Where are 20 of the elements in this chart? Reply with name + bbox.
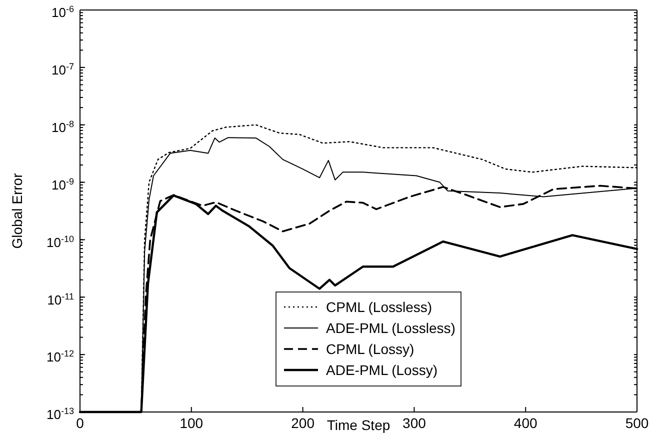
x-tick-label: 100 xyxy=(180,414,204,431)
legend-label: CPML (Lossless) xyxy=(326,299,432,315)
y-tick-label: 10$^{-12}$ xyxy=(46,348,74,365)
y-tick-label: 10$^{-11}$ xyxy=(47,291,74,308)
x-axis-title: Time Step xyxy=(326,417,390,433)
y-tick-label: 10$^{-13}$ xyxy=(46,406,74,422)
x-tick-label: 0 xyxy=(76,414,84,431)
y-axis-title: Global Error xyxy=(9,172,25,249)
legend-label: ADE-PML (Lossy) xyxy=(326,362,438,378)
y-tick-label: 10$^{-7}$ xyxy=(52,62,74,78)
legend-label: ADE-PML (Lossless) xyxy=(326,320,456,336)
y-tick-label: 10$^{-10}$ xyxy=(46,234,74,250)
x-tick-label: 200 xyxy=(291,414,315,431)
x-tick-label: 300 xyxy=(402,414,426,431)
y-tick-label: 10$^{-9}$ xyxy=(52,176,74,192)
y-tick-label: 10$^{-8}$ xyxy=(52,119,74,136)
legend-label: CPML (Lossy) xyxy=(326,341,414,357)
x-tick-label: 400 xyxy=(514,414,538,431)
y-tick-label: 10$^{-6}$ xyxy=(52,4,74,20)
x-tick-label: 500 xyxy=(625,414,649,431)
